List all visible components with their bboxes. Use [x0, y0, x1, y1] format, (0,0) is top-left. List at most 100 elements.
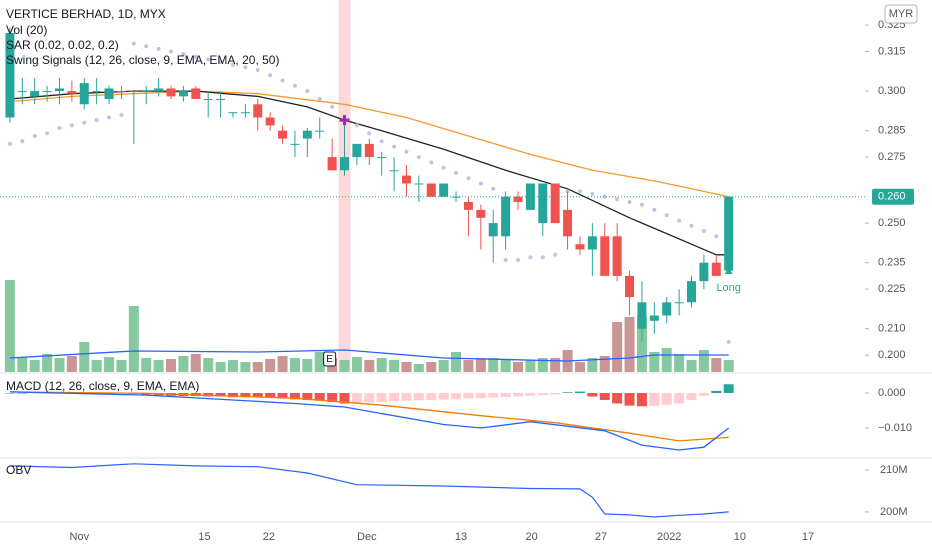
y-tick-label: 0.000 — [878, 387, 906, 399]
sar-dot — [255, 67, 260, 72]
sar-dot — [689, 223, 694, 228]
sar-dot — [441, 165, 446, 170]
macd-histogram-bar — [587, 392, 598, 397]
sar-dot — [416, 155, 421, 160]
currency-box[interactable] — [884, 4, 918, 24]
volume-bar — [451, 352, 462, 372]
sar-dot — [230, 62, 235, 67]
candle-body — [389, 170, 399, 172]
volume-bar — [723, 360, 734, 372]
sar-dot — [317, 97, 322, 102]
candle-body — [426, 183, 436, 197]
volume-bar — [574, 362, 585, 372]
macd-histogram-bar — [351, 392, 362, 403]
volume-ma-line — [9, 349, 729, 362]
y-tick-label: 0.250 — [878, 217, 906, 229]
volume-bar — [587, 358, 598, 372]
sar-dot — [392, 144, 397, 149]
legend-entry: Swing Signals (12, 26, close, 9, EMA, EM… — [6, 53, 279, 67]
sar-dot — [714, 234, 719, 239]
candle-body — [699, 262, 709, 282]
candle-body — [625, 275, 635, 298]
volume-bar — [624, 317, 635, 372]
macd-histogram-bar — [475, 392, 486, 399]
macd-histogram-bar — [674, 392, 685, 404]
volume-bar — [128, 306, 139, 372]
macd-histogram-bar — [698, 392, 709, 396]
macd-histogram-bar — [686, 392, 697, 400]
candle-body — [352, 143, 362, 158]
candle-body — [278, 130, 288, 139]
long-label: Long — [716, 282, 740, 294]
y-tick-label: 210M — [880, 464, 908, 476]
sar-dot — [664, 213, 669, 218]
volume-bar — [698, 350, 709, 372]
volume-bar — [42, 354, 53, 372]
y-tick-label: 0.200 — [878, 349, 906, 361]
candle-body — [612, 236, 622, 276]
macd-histogram-bar — [265, 392, 276, 398]
y-tick-label: 0.225 — [878, 283, 906, 295]
volume-bar — [649, 352, 660, 372]
volume-bar — [438, 360, 449, 372]
volume-bar — [413, 364, 424, 372]
volume-bar — [104, 357, 115, 372]
y-tick-label: 0.315 — [878, 45, 906, 57]
candle-body — [116, 91, 126, 93]
volume-bar — [525, 360, 536, 372]
volume-bar — [116, 360, 127, 372]
sar-dot — [577, 189, 582, 194]
x-tick-label: 20 — [526, 531, 538, 543]
earnings-label: E — [326, 354, 333, 365]
sar-dot — [7, 141, 12, 146]
macd-histogram-bar — [574, 391, 585, 393]
candle-body — [538, 183, 548, 224]
x-tick-label: 27 — [595, 531, 607, 543]
volume-bar — [166, 359, 177, 372]
volume-bar — [29, 360, 40, 372]
candle-body — [178, 91, 188, 97]
sar-dot — [268, 73, 273, 78]
signal-band — [338, 0, 351, 372]
macd-histogram-bar — [277, 392, 288, 399]
candle-body — [104, 88, 114, 100]
candle-body — [563, 209, 573, 237]
volume-bar — [351, 357, 362, 372]
volume-bar — [4, 280, 15, 372]
volume-bar — [178, 356, 189, 372]
macd-histogram-bar — [451, 392, 462, 400]
candle-body — [92, 91, 102, 93]
volume-bar — [314, 352, 325, 372]
sar-dot — [540, 255, 545, 260]
candle-body — [79, 83, 89, 105]
sar-dot — [478, 181, 483, 186]
macd-histogram-bar — [649, 392, 660, 406]
panel-title: OBV — [6, 463, 31, 477]
macd-histogram-bar — [376, 392, 387, 403]
sar-dot — [516, 258, 521, 263]
candle-body — [129, 91, 139, 93]
sar-dot — [57, 126, 62, 131]
macd-histogram-bar — [339, 392, 350, 404]
volume-bar — [252, 362, 263, 372]
candle-body — [166, 88, 176, 97]
y-tick-label: 0.285 — [878, 125, 906, 137]
sar-dot — [677, 218, 682, 223]
candle-body — [687, 281, 697, 303]
y-tick-label: 200M — [880, 506, 908, 518]
sar-dot — [45, 131, 50, 136]
candle-body — [30, 91, 40, 97]
candle-body — [240, 112, 250, 114]
last-price-tag — [872, 188, 914, 205]
candle-body — [401, 175, 411, 184]
volume-bar — [277, 356, 288, 372]
x-tick-label: 22 — [263, 531, 275, 543]
sar-dot — [590, 192, 595, 197]
sar-dot — [144, 44, 149, 49]
volume-bar — [389, 360, 400, 372]
volume-bar — [537, 358, 548, 372]
x-tick-label: 2022 — [657, 531, 681, 543]
volume-bar — [686, 360, 697, 372]
sar-dot — [354, 123, 359, 128]
